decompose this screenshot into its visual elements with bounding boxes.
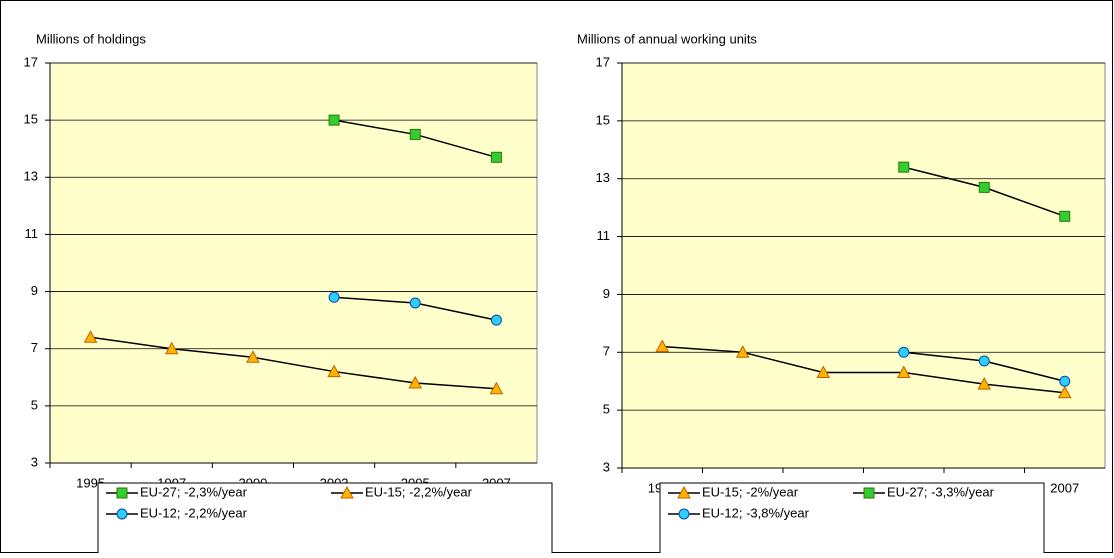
y-tick-label: 15 — [596, 112, 610, 127]
marker — [408, 375, 423, 389]
marker — [328, 114, 340, 126]
marker — [490, 314, 502, 326]
y-tick-label: 7 — [603, 344, 610, 359]
y-tick-label: 7 — [31, 340, 38, 355]
marker — [816, 365, 831, 379]
y-tick-label: 5 — [603, 402, 610, 417]
y-axis-label: Millions of holdings — [36, 31, 146, 46]
y-tick-label: 11 — [597, 228, 611, 243]
y-tick-label: 17 — [24, 54, 38, 69]
marker — [1057, 385, 1072, 399]
marker — [898, 161, 910, 173]
y-tick-label: 13 — [596, 170, 610, 185]
legend-marker — [678, 508, 690, 520]
legend-label: EU-27; -3,3%/year — [887, 484, 995, 499]
y-tick-label: 17 — [596, 54, 610, 69]
legend-label: EU-15; -2,2%/year — [365, 484, 473, 499]
marker — [735, 345, 750, 358]
marker — [328, 291, 340, 303]
marker — [1059, 375, 1071, 387]
series-line — [662, 345, 1065, 394]
legend-marker — [863, 487, 875, 499]
marker — [327, 364, 341, 378]
marker — [409, 297, 421, 309]
y-tick-label: 3 — [31, 454, 38, 469]
legend — [659, 482, 1045, 558]
legend-label: EU-15; -2%/year — [702, 484, 799, 499]
y-tick-label: 9 — [31, 283, 38, 298]
legend-label: EU-27; -2,3%/year — [140, 484, 248, 499]
marker — [83, 330, 98, 343]
marker — [978, 355, 990, 367]
legend-marker — [116, 508, 128, 520]
y-tick-label: 3 — [603, 459, 610, 474]
legend-marker — [340, 485, 354, 499]
marker — [1059, 210, 1071, 222]
marker — [655, 339, 670, 352]
marker — [409, 128, 421, 140]
y-tick-label: 9 — [603, 286, 610, 301]
plot-area — [49, 62, 538, 464]
y-tick-label: 15 — [24, 112, 38, 127]
y-axis-label: Millions of annual working units — [577, 31, 757, 46]
y-tick-label: 11 — [25, 226, 39, 241]
marker — [489, 381, 504, 395]
legend-marker — [677, 485, 691, 499]
marker — [978, 181, 990, 193]
marker — [490, 151, 502, 163]
y-tick-label: 13 — [24, 169, 38, 184]
legend-label: EU-12; -2,2%/year — [140, 505, 248, 520]
marker — [977, 377, 992, 390]
legend — [97, 482, 553, 558]
marker — [246, 350, 260, 363]
legend-label: EU-12; -3,8%/year — [702, 505, 810, 520]
legend-marker — [116, 487, 128, 499]
y-tick-label: 5 — [31, 397, 38, 412]
plot-area — [621, 62, 1106, 469]
marker — [896, 365, 911, 379]
series-line — [90, 336, 497, 390]
marker — [898, 346, 910, 358]
marker — [164, 341, 179, 355]
x-tick-label: 2007 — [1050, 480, 1079, 495]
